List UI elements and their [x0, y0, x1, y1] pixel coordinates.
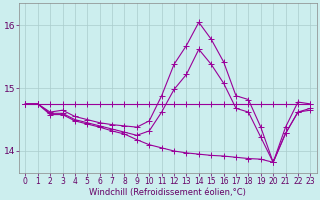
X-axis label: Windchill (Refroidissement éolien,°C): Windchill (Refroidissement éolien,°C): [89, 188, 246, 197]
